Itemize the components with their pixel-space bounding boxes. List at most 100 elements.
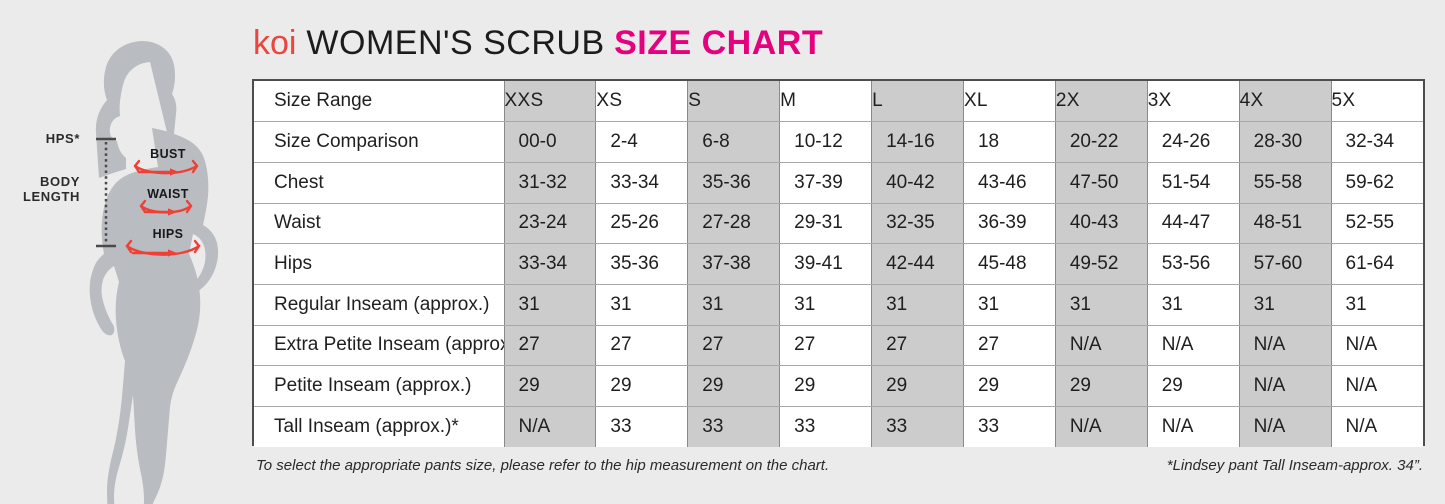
table-cell: 55-58	[1239, 162, 1332, 204]
table-cell: 40-43	[1055, 203, 1148, 245]
column-header-4x: 4X	[1239, 81, 1332, 123]
column-header-3x: 3X	[1147, 81, 1240, 123]
row-label: Waist	[254, 203, 505, 245]
table-cell: 61-64	[1331, 243, 1423, 285]
table-row: Petite Inseam (approx.) 29 29 29 29 29 29 29 29 N…	[254, 365, 1423, 407]
female-body-silhouette-icon	[89, 40, 219, 504]
table-cell: 27	[779, 325, 873, 367]
table-cell: 39-41	[779, 243, 873, 285]
row-label: Regular Inseam (approx.)	[254, 284, 505, 326]
table-cell: 29-31	[779, 203, 873, 245]
row-label: Hips	[254, 243, 505, 285]
table-cell: 31	[595, 284, 689, 326]
table-cell: 31	[779, 284, 873, 326]
table-cell: N/A	[1331, 365, 1423, 407]
table-cell: 32-35	[871, 203, 964, 245]
body-length-label: BODY LENGTH	[2, 174, 80, 204]
table-cell: 31	[871, 284, 964, 326]
table-row: Size Comparison 00-0 2-4 6-8 10-12 14-16 18 20-…	[254, 121, 1423, 163]
table-cell: 35-36	[595, 243, 689, 285]
table-row: Tall Inseam (approx.)* N/A 33 33 33 33 33 N/A N/…	[254, 406, 1423, 448]
table-cell: 24-26	[1147, 121, 1240, 163]
table-cell: 31	[1147, 284, 1240, 326]
size-chart-table: Size Range XXS XS S M L XL 2X 3X 4X 5X Size Compari…	[254, 81, 1423, 448]
table-cell: 48-51	[1239, 203, 1332, 245]
table-cell: 20-22	[1055, 121, 1148, 163]
column-header-xxs: XXS	[504, 81, 597, 123]
brand-logo-koi: koi	[253, 24, 297, 62]
table-cell: 51-54	[1147, 162, 1240, 204]
table-cell: 31	[1331, 284, 1423, 326]
table-cell: 36-39	[963, 203, 1056, 245]
table-cell: 40-42	[871, 162, 964, 204]
body-measurement-diagram: HPS* BODY LENGTH BUST WAIST HIPS	[0, 0, 245, 504]
table-cell: 31	[963, 284, 1056, 326]
table-cell: 27	[504, 325, 597, 367]
table-cell: 35-36	[687, 162, 781, 204]
table-row: Chest 31-32 33-34 35-36 37-39 40-42 43-46 47-50…	[254, 162, 1423, 204]
table-cell: N/A	[1331, 325, 1423, 367]
table-row: Extra Petite Inseam (approx.) 27 27 27 27 27 2…	[254, 325, 1423, 367]
footnote-lindsey-pant: *Lindsey pant Tall Inseam-approx. 34”.	[1166, 457, 1423, 474]
table-cell: 49-52	[1055, 243, 1148, 285]
table-cell: 57-60	[1239, 243, 1332, 285]
table-cell: 47-50	[1055, 162, 1148, 204]
hips-label: HIPS	[152, 227, 184, 241]
table-cell: 29	[687, 365, 781, 407]
title-accent: SIZE CHART	[614, 24, 824, 62]
column-header-xl: XL	[963, 81, 1056, 123]
table-cell: 28-30	[1239, 121, 1332, 163]
table-cell: 23-24	[504, 203, 597, 245]
row-label: Petite Inseam (approx.)	[254, 365, 505, 407]
body-length-bracket-icon	[96, 137, 116, 248]
table-cell: 31	[687, 284, 781, 326]
table-cell: 31	[1239, 284, 1332, 326]
table-cell: 27	[963, 325, 1056, 367]
table-cell: 27	[687, 325, 781, 367]
waist-measure-arrow-icon	[139, 199, 193, 214]
table-cell: 37-38	[687, 243, 781, 285]
table-cell: 29	[1147, 365, 1240, 407]
table-row: Waist 23-24 25-26 27-28 29-31 32-35 36-39 40-43…	[254, 203, 1423, 245]
table-cell: 18	[963, 121, 1056, 163]
column-header-5x: 5X	[1331, 81, 1423, 123]
table-header-row: Size Range XXS XS S M L XL 2X 3X 4X 5X	[254, 81, 1423, 123]
table-cell: 33-34	[504, 243, 597, 285]
table-cell: N/A	[1239, 325, 1332, 367]
table-cell: 45-48	[963, 243, 1056, 285]
table-cell: 59-62	[1331, 162, 1423, 204]
table-cell: N/A	[1055, 406, 1148, 448]
table-cell: 29	[963, 365, 1056, 407]
column-header-xs: XS	[595, 81, 689, 123]
table-cell: N/A	[504, 406, 597, 448]
table-cell: 29	[871, 365, 964, 407]
table-row: Hips 33-34 35-36 37-38 39-41 42-44 45-48 49-52 5…	[254, 243, 1423, 285]
column-header-2x: 2X	[1055, 81, 1148, 123]
body-length-line-2: LENGTH	[22, 189, 80, 204]
footnote-pants-size: To select the appropriate pants size, pl…	[256, 457, 830, 474]
row-label: Size Range	[254, 81, 505, 123]
table-cell: 33	[595, 406, 689, 448]
table-cell: 44-47	[1147, 203, 1240, 245]
table-cell: N/A	[1055, 325, 1148, 367]
table-cell: 32-34	[1331, 121, 1423, 163]
size-chart-table-container: Size Range XXS XS S M L XL 2X 3X 4X 5X Size Compari…	[252, 79, 1425, 448]
table-cell: 33	[779, 406, 873, 448]
table-cell: 29	[779, 365, 873, 407]
page-title: koi WOMEN'S SCRUB SIZE CHART	[253, 23, 823, 63]
hips-arrow-head-icon	[168, 249, 177, 257]
hps-label: HPS*	[45, 131, 80, 146]
table-cell: 31	[504, 284, 597, 326]
table-cell: 31-32	[504, 162, 597, 204]
table-cell: 31	[1055, 284, 1148, 326]
table-row: Regular Inseam (approx.) 31 31 31 31 31 31 31 31…	[254, 284, 1423, 326]
title-middle-text	[296, 24, 306, 62]
table-cell: 33	[963, 406, 1056, 448]
body-length-line-1: BODY	[40, 174, 80, 189]
column-header-s: S	[687, 81, 781, 123]
table-cell: 29	[1055, 365, 1148, 407]
table-cell: 33-34	[595, 162, 689, 204]
waist-label: WAIST	[147, 187, 189, 201]
table-cell: N/A	[1239, 406, 1332, 448]
table-cell: 27	[595, 325, 689, 367]
